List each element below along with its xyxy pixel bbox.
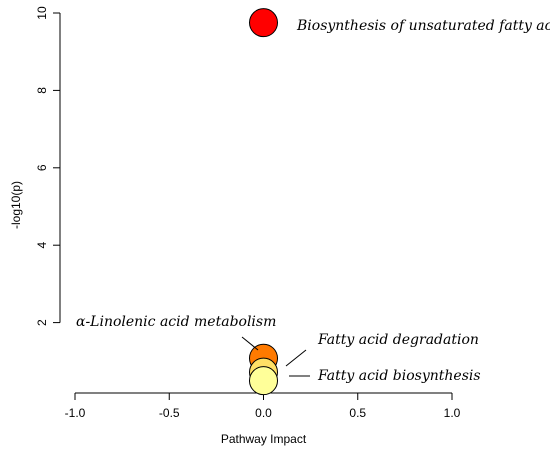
point-annotations: Biosynthesis of unsaturated fatty acids α… xyxy=(76,18,550,384)
y-tick-label: 10 xyxy=(35,6,49,20)
annotation-leader-line xyxy=(241,336,259,351)
x-axis-title: Pathway Impact xyxy=(221,432,307,446)
annotation-leader-line xyxy=(285,349,307,367)
x-tick-label: 1.0 xyxy=(444,406,461,420)
y-axis: 2 4 6 8 10 xyxy=(35,6,61,326)
x-tick-label: -0.5 xyxy=(159,406,180,420)
y-tick-label: 8 xyxy=(35,87,49,94)
point-label: Biosynthesis of unsaturated fatty acids xyxy=(296,18,550,34)
data-points xyxy=(249,8,278,396)
x-tick-label: 0.0 xyxy=(255,406,272,420)
y-ticks: 2 4 6 8 10 xyxy=(35,6,60,326)
y-tick-label: 4 xyxy=(35,242,49,249)
y-tick-label: 2 xyxy=(35,319,49,326)
point-label: Fatty acid biosynthesis xyxy=(317,368,481,384)
data-point xyxy=(249,366,278,396)
point-label: Fatty acid degradation xyxy=(317,332,479,348)
point-label: α-Linolenic acid metabolism xyxy=(76,314,276,330)
x-tick-label: -1.0 xyxy=(65,406,86,420)
y-axis-title: -log10(p) xyxy=(9,181,23,229)
y-tick-label: 6 xyxy=(35,164,49,171)
x-ticks: -1.0 -0.5 0.0 0.5 1.0 xyxy=(65,393,461,420)
x-tick-label: 0.5 xyxy=(349,406,366,420)
data-point xyxy=(249,8,278,38)
x-axis: -1.0 -0.5 0.0 0.5 1.0 xyxy=(65,392,461,420)
